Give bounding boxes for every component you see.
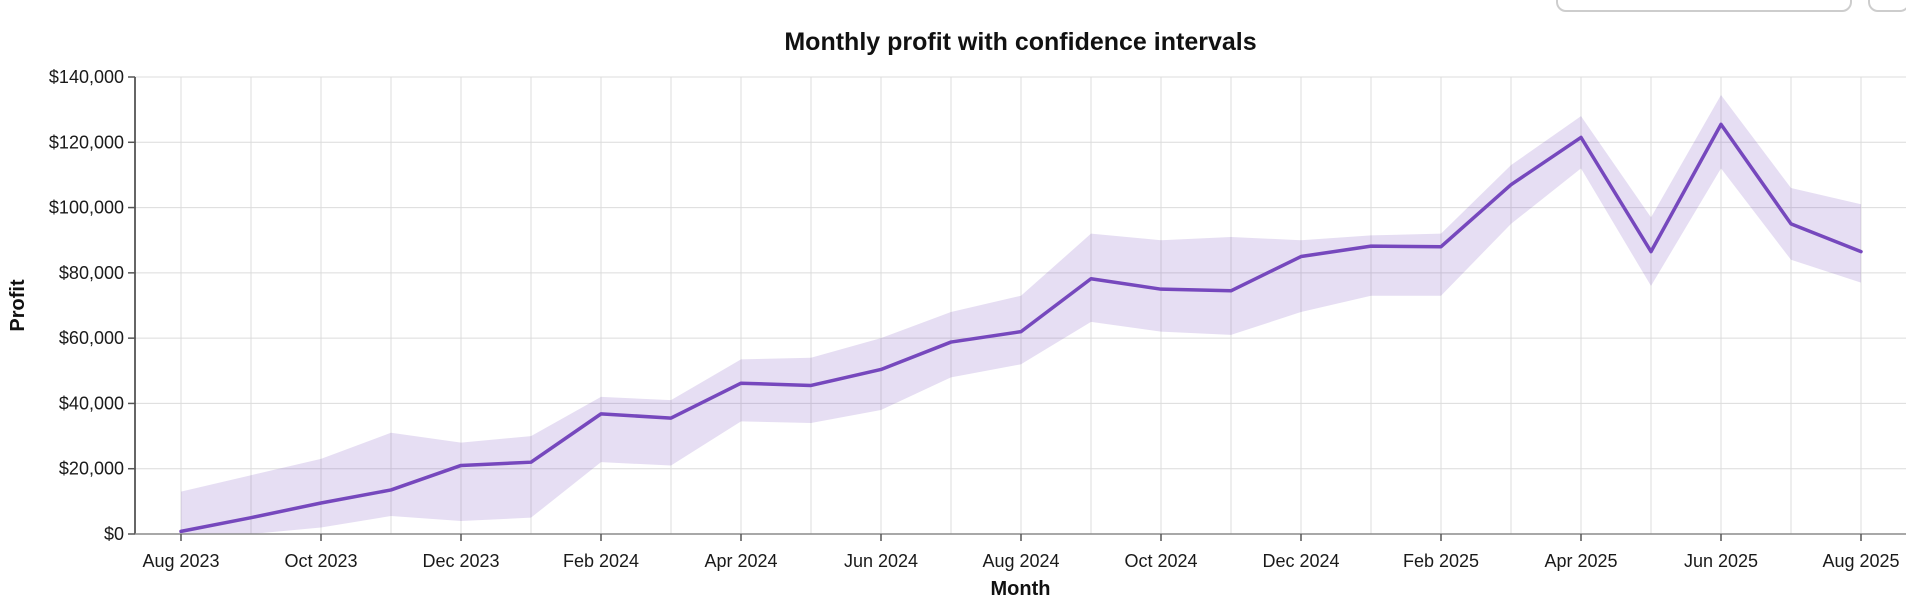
x-tick-label: Oct 2024 <box>1124 551 1197 571</box>
chart-title: Monthly profit with confidence intervals <box>784 28 1257 56</box>
x-tick-label: Dec 2023 <box>422 551 499 571</box>
x-tick-label: Feb 2024 <box>563 551 639 571</box>
confidence-band <box>181 94 1861 534</box>
x-tick-label: Jun 2024 <box>844 551 918 571</box>
y-tick-label: $60,000 <box>59 328 124 348</box>
y-tick-label: $40,000 <box>59 393 124 413</box>
x-tick-label: Aug 2025 <box>1822 551 1899 571</box>
y-tick-label: $120,000 <box>49 132 124 152</box>
x-tick-label: Aug 2024 <box>982 551 1059 571</box>
y-tick-label: $140,000 <box>49 67 124 87</box>
x-axis-title: Month <box>991 578 1051 600</box>
profit-line <box>179 122 1863 534</box>
y-tick-label: $100,000 <box>49 198 124 218</box>
top-right-input[interactable] <box>1556 0 1852 12</box>
y-axis-title: Profit <box>7 279 29 332</box>
x-tick-label: Oct 2023 <box>284 551 357 571</box>
x-tick-label: Jun 2025 <box>1684 551 1758 571</box>
x-tick-label: Aug 2023 <box>142 551 219 571</box>
x-tick-label: Apr 2024 <box>704 551 777 571</box>
x-tick-label: Apr 2025 <box>1544 551 1617 571</box>
y-tick-label: $80,000 <box>59 263 124 283</box>
x-tick-label: Dec 2024 <box>1262 551 1339 571</box>
top-right-button[interactable] <box>1868 0 1906 12</box>
y-tick-label: $20,000 <box>59 459 124 479</box>
y-tick-label: $0 <box>104 524 124 544</box>
x-tick-label: Feb 2025 <box>1403 551 1479 571</box>
